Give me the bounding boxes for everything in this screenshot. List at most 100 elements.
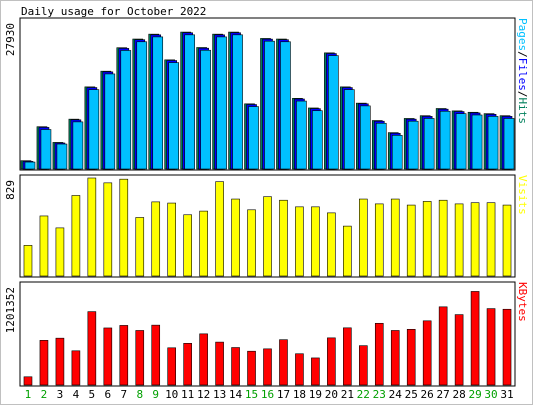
bar-kbytes-day-15	[247, 350, 256, 386]
day-label: 21	[341, 388, 354, 401]
bar-kbytes-day-1	[23, 376, 33, 386]
bar-kbytes-day-11	[183, 343, 192, 386]
bar-kbytes-day-13	[215, 341, 224, 386]
day-label: 11	[181, 388, 194, 401]
bar-kbytes-day-29	[470, 291, 480, 386]
bar-pages-day-2	[40, 129, 52, 170]
day-label: 15	[245, 388, 258, 401]
bar-pages-day-17	[280, 41, 291, 170]
bar-kbytes-day-22	[359, 345, 368, 386]
day-label: 26	[421, 388, 434, 401]
day-label: 3	[57, 388, 64, 401]
bar-visits-day-13	[215, 181, 224, 277]
bar-kbytes-day-25	[406, 328, 416, 386]
bar-pages-day-18	[296, 100, 307, 170]
bar-pages-day-24	[391, 135, 403, 170]
bar-pages-day-22	[360, 105, 371, 170]
day-label: 24	[389, 388, 403, 401]
day-label: 17	[277, 388, 290, 401]
bar-kbytes-day-16	[263, 348, 272, 386]
bar-pages-day-15	[248, 106, 259, 170]
bar-kbytes-day-7	[119, 325, 129, 386]
bar-visits-day-17	[279, 199, 288, 277]
bar-visits-day-27	[438, 199, 448, 277]
panel-max-label: 1201352	[4, 287, 17, 333]
bar-kbytes-day-18	[295, 353, 304, 386]
day-label: 25	[405, 388, 418, 401]
bar-kbytes-day-3	[55, 337, 65, 386]
day-label: 12	[197, 388, 210, 401]
bar-kbytes-day-10	[167, 347, 176, 386]
bar-pages-day-27	[439, 110, 451, 170]
bar-pages-day-30	[487, 116, 499, 170]
bar-visits-day-3	[55, 227, 65, 277]
panel-max-label: 27930	[4, 23, 17, 56]
bar-visits-day-2	[39, 215, 49, 277]
bar-kbytes-day-17	[279, 339, 288, 386]
legend-entry: Files	[516, 58, 529, 91]
bar-kbytes-day-31	[502, 308, 512, 386]
day-label: 9	[152, 388, 159, 401]
bar-kbytes-day-28	[454, 314, 464, 386]
bar-visits-day-11	[183, 214, 192, 277]
legend-entry: Visits	[516, 175, 529, 215]
day-label: 8	[136, 388, 143, 401]
legend-entry: /	[516, 51, 529, 58]
panel-max-label: 829	[4, 180, 17, 200]
day-label: 30	[484, 388, 497, 401]
day-label: 6	[105, 388, 112, 401]
day-label: 31	[500, 388, 513, 401]
day-label: 19	[309, 388, 322, 401]
legend-entry: /	[516, 91, 529, 98]
day-label: 10	[165, 388, 178, 401]
panel-visits: 829 Visits	[4, 174, 529, 278]
bar-visits-day-25	[406, 204, 416, 277]
bar-kbytes-day-27	[438, 306, 448, 386]
bar-pages-day-28	[455, 113, 467, 170]
day-label: 2	[41, 388, 48, 401]
day-label: 7	[120, 388, 127, 401]
day-label: 14	[229, 388, 243, 401]
chart-title: Daily usage for October 2022	[21, 5, 206, 18]
bar-kbytes-day-30	[486, 308, 496, 386]
bar-visits-day-15	[247, 209, 256, 277]
day-label: 20	[325, 388, 338, 401]
day-label: 13	[213, 388, 226, 401]
bar-kbytes-day-20	[327, 337, 336, 386]
bar-visits-day-8	[135, 217, 145, 277]
bar-visits-day-30	[486, 202, 496, 277]
bar-visits-day-1	[23, 245, 33, 277]
bar-visits-day-28	[454, 203, 464, 277]
day-label: 18	[293, 388, 306, 401]
bar-pages-day-8	[136, 41, 148, 170]
day-label: 29	[468, 388, 481, 401]
day-label: 1	[25, 388, 32, 401]
day-label: 28	[452, 388, 465, 401]
bar-pages-day-5	[88, 89, 100, 170]
day-labels-layer: 1 2 3 4 5 6 7 8 9 10 11 12 13 14 15 16 17 18 19 20 21 22 23 24 2…	[25, 388, 514, 401]
bar-visits-day-9	[151, 201, 161, 277]
bar-kbytes-day-4	[71, 350, 81, 386]
bar-pages-day-7	[120, 50, 132, 170]
bar-pages-day-3	[56, 143, 68, 170]
bar-visits-day-19	[311, 206, 320, 277]
day-label: 27	[437, 388, 450, 401]
bar-kbytes-day-21	[343, 327, 352, 386]
bar-visits-day-20	[327, 212, 336, 277]
panel-hits-files-pages: 27930 Pages/Files/Hits	[4, 17, 529, 171]
bar-pages-day-31	[503, 118, 515, 170]
bar-visits-day-4	[71, 195, 81, 277]
bar-pages-day-9	[152, 36, 164, 170]
bar-pages-day-29	[471, 114, 483, 170]
bar-pages-day-16	[264, 40, 275, 170]
bar-pages-day-14	[232, 34, 243, 170]
bar-kbytes-day-26	[422, 320, 432, 386]
bar-pages-day-26	[423, 118, 435, 170]
bar-pages-day-1	[24, 161, 36, 170]
bar-kbytes-day-24	[390, 330, 400, 386]
bar-visits-day-21	[343, 225, 352, 277]
bar-kbytes-day-19	[311, 357, 320, 386]
bar-pages-day-6	[104, 73, 116, 170]
